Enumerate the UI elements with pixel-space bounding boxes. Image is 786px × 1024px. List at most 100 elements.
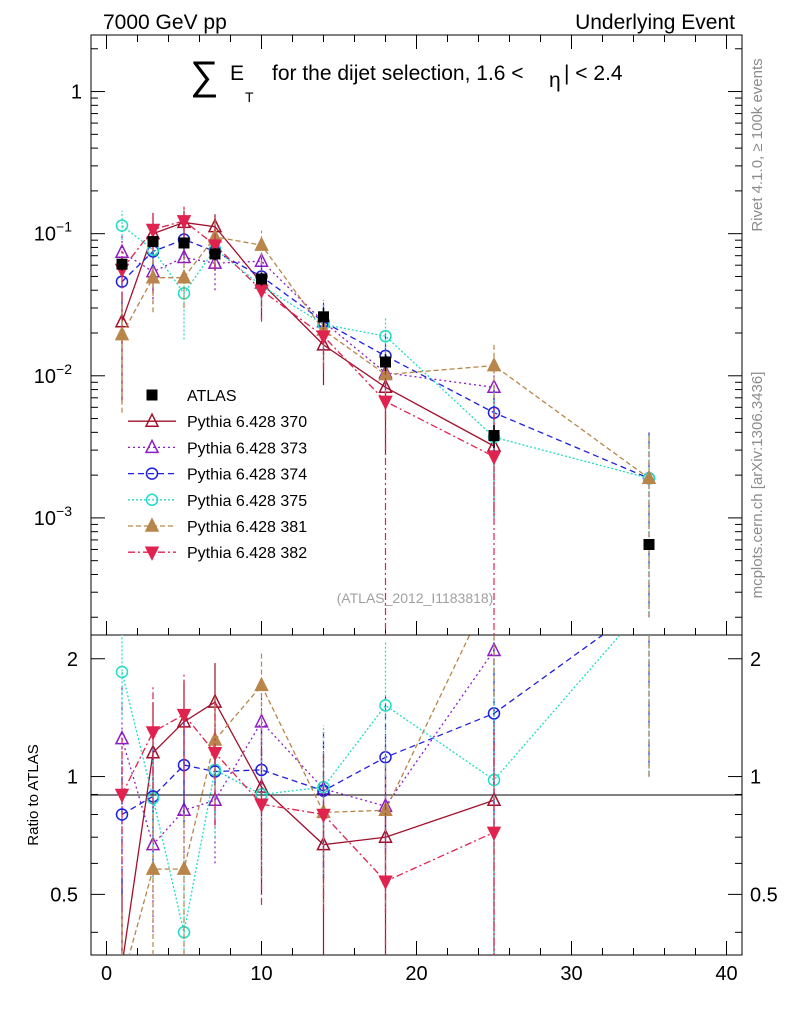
ratio-tick-label-right: 1 (750, 767, 761, 789)
title-e: E (230, 62, 244, 85)
x-tick-label: 0 (101, 963, 112, 985)
ratio-point (254, 798, 269, 813)
ratio-point (115, 665, 129, 679)
data-point (176, 269, 192, 284)
ratio-point (115, 808, 129, 821)
legend-marker (144, 412, 160, 427)
ratio-point (176, 860, 192, 875)
atlas-point (380, 356, 391, 368)
ratio-point (145, 860, 161, 875)
title-e-sub: T (245, 89, 254, 105)
ratio-tick-label-right: 0.5 (750, 884, 778, 906)
legend-marker (144, 438, 160, 454)
data-point (176, 248, 192, 264)
ratio-point (254, 676, 269, 692)
series-line (121, 225, 650, 479)
legend-label-atlas: ATLAS (187, 388, 237, 405)
ratio-point (379, 699, 392, 712)
x-tick-label: 20 (405, 963, 427, 985)
atlas-point (318, 311, 329, 323)
ratio-tick-label-left: 1 (67, 767, 78, 789)
series-atlas (116, 236, 655, 550)
ratio-series-layer (114, 635, 650, 955)
y-tick-label: 10−3 (34, 503, 72, 530)
title-sigma: ∑ (190, 54, 219, 98)
data-point (115, 219, 129, 232)
atlas-point (116, 258, 128, 270)
ratio-point (378, 875, 393, 890)
legend-label: Pythia 6.428 370 (187, 414, 307, 431)
title-text: for the dijet selection, 1.6 < (272, 62, 524, 85)
y-tick-label: 10−1 (34, 219, 72, 246)
ratio-point (486, 826, 502, 842)
legend-marker (145, 467, 159, 480)
header-right: Underlying Event (575, 11, 735, 34)
atlas-point (488, 430, 500, 442)
x-tick-label: 10 (250, 963, 272, 985)
chart-title: ∑ E T for the dijet selection, 1.6 < η |… (190, 54, 623, 105)
atlas-point (147, 236, 159, 248)
y-tick-base: 10 (34, 508, 56, 530)
ratio-series-pythia-6-428-382 (114, 672, 502, 955)
title-eta: η (549, 69, 561, 92)
ratio-point (145, 726, 161, 741)
header-left: 7000 GeV pp (103, 11, 227, 34)
series-line (121, 221, 495, 447)
data-point (486, 450, 502, 466)
legend-label: Pythia 6.428 381 (187, 519, 307, 536)
x-axis-ticks: 0 10 20 30 40 (101, 35, 738, 985)
ratio-point (487, 707, 501, 720)
data-point (176, 215, 192, 230)
data-point (254, 236, 269, 251)
ratio-line (121, 650, 495, 846)
data-point (145, 223, 161, 239)
y-tick-base: 10 (34, 224, 56, 246)
series-line (121, 220, 495, 458)
data-point (378, 395, 393, 411)
legend-label: Pythia 6.428 374 (187, 467, 307, 484)
title-text2: | < 2.4 (564, 62, 623, 85)
ratio-point (176, 708, 192, 724)
ratio-point (114, 729, 130, 745)
ratio-line (121, 635, 604, 816)
atlas-point (209, 248, 221, 260)
legend-marker (144, 546, 160, 561)
top-series-layer (114, 206, 657, 635)
atlas-point (643, 538, 655, 550)
ratio-point (316, 808, 331, 824)
y-tick-base: 10 (34, 366, 56, 388)
series-line (121, 251, 495, 388)
ratio-line (128, 635, 471, 955)
ratio-line (122, 701, 495, 955)
series-pythia-6-428-382 (114, 206, 502, 635)
y-tick-exp: −1 (56, 219, 72, 235)
y-tick-label: 10−2 (34, 361, 72, 388)
data-point (486, 356, 502, 372)
legend-marker (145, 493, 159, 507)
data-point (641, 469, 657, 485)
data-point (316, 330, 331, 345)
y-tick-label: 1 (71, 82, 82, 104)
rivet-label: Rivet 4.1.0, ≥ 100k events (749, 58, 766, 231)
mcplots-label: mcplots.cern.ch [arXiv:1306.3436] (749, 372, 766, 599)
data-point (145, 269, 161, 284)
y-tick-exp: −3 (56, 503, 72, 519)
legend-marker-atlas (146, 389, 158, 401)
x-tick-label: 30 (560, 963, 582, 985)
legend-label: Pythia 6.428 375 (187, 493, 307, 510)
ratio-axis-ticks: 0.5 0.5 1 1 2 2 (50, 649, 778, 933)
analysis-label: (ATLAS_2012_I1183818) (337, 590, 494, 606)
x-tick-label: 40 (715, 963, 737, 985)
atlas-point (178, 237, 190, 249)
ratio-point (114, 788, 130, 804)
data-point (114, 325, 130, 341)
top-axis-ticks: 110−110−210−3 (34, 48, 742, 618)
ratio-point (207, 747, 223, 762)
ratio-tick-label-left: 2 (67, 649, 78, 671)
ratio-ylabel: Ratio to ATLAS (25, 744, 42, 845)
y-tick-exp: −2 (56, 361, 72, 377)
legend-label: Pythia 6.428 373 (187, 440, 307, 457)
ratio-tick-label-right: 2 (750, 649, 761, 671)
atlas-point (256, 273, 267, 285)
